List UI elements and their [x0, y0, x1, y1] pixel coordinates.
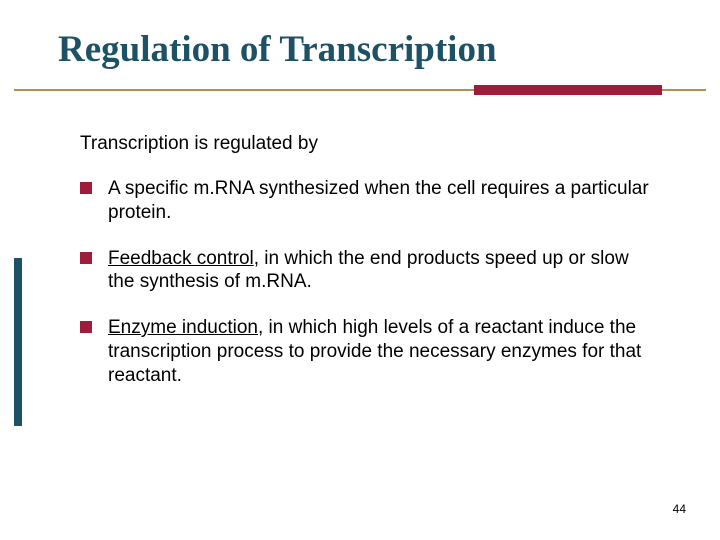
- left-accent-bar: [14, 258, 22, 426]
- list-item: A specific m.RNA synthesized when the ce…: [80, 177, 650, 225]
- rule-accent-block: [474, 85, 662, 95]
- page-number: 44: [673, 502, 686, 516]
- bullet-underlined: Enzyme induction: [108, 317, 258, 338]
- list-item: Feedback control, in which the end produ…: [80, 247, 650, 295]
- title-rule: [0, 85, 720, 95]
- content-area: Transcription is regulated by A specific…: [0, 95, 720, 387]
- bullet-underlined: Feedback control: [108, 248, 254, 269]
- list-item: Enzyme induction, in which high levels o…: [80, 316, 650, 387]
- slide-title: Regulation of Transcription: [0, 28, 720, 85]
- bullet-text: A specific m.RNA synthesized when the ce…: [108, 178, 649, 223]
- bullet-list: A specific m.RNA synthesized when the ce…: [80, 177, 650, 387]
- intro-text: Transcription is regulated by: [80, 133, 650, 155]
- slide: Regulation of Transcription Transcriptio…: [0, 0, 720, 540]
